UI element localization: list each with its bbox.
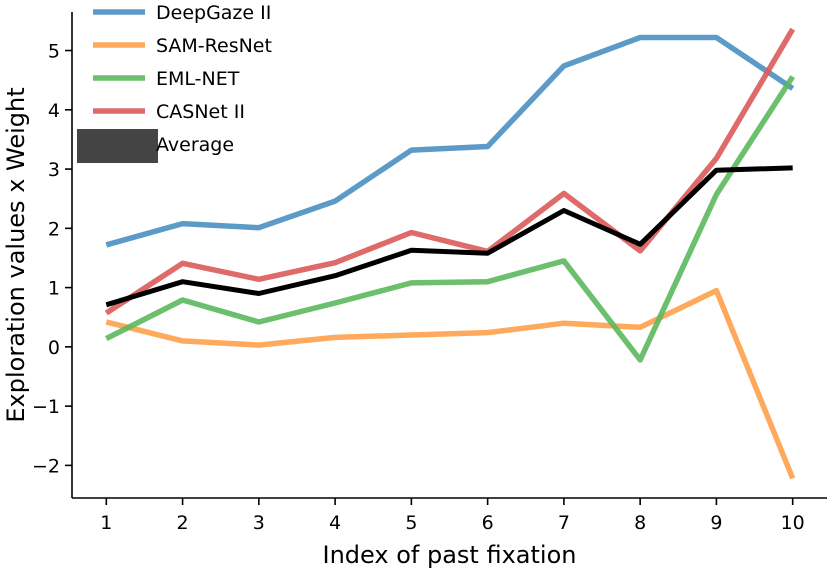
legend-label: DeepGaze II: [156, 2, 271, 24]
x-tick-label: 10: [781, 512, 805, 534]
x-tick-label: 7: [558, 512, 570, 534]
series-layer: [104, 27, 796, 480]
legend-label: Average: [156, 134, 234, 156]
y-tick-label: −2: [32, 455, 60, 477]
y-tick-label: 0: [48, 337, 60, 359]
series-line-eml-net: [105, 75, 796, 363]
legend-label: EML-NET: [156, 68, 240, 90]
x-tick-label: 3: [253, 512, 265, 534]
legend-swatch: [77, 129, 158, 163]
series-line-deepgaze-ii: [105, 34, 795, 248]
x-axis-label: Index of past fixation: [323, 541, 577, 569]
y-tick-label: 2: [48, 218, 60, 240]
x-tick-label: 6: [482, 512, 494, 534]
x-tick-label: 9: [710, 512, 722, 534]
x-ticks: 1 2 3 4 5 6 7 8 9 10: [100, 498, 805, 534]
series-line-average: [105, 165, 793, 308]
x-tick-label: 1: [100, 512, 112, 534]
legend-label: CASNet II: [156, 101, 245, 123]
x-tick-label: 8: [634, 512, 646, 534]
y-tick-label: −1: [32, 396, 60, 418]
y-tick-label: 1: [48, 278, 60, 300]
y-tick-label: 3: [48, 159, 60, 181]
x-tick-label: 2: [177, 512, 189, 534]
x-tick-label: 4: [329, 512, 341, 534]
y-tick-label: 5: [48, 41, 60, 63]
y-axis-label: Exploration values x Weight: [2, 87, 30, 422]
y-ticks: −2 −1 0 1 2 3 4 5: [32, 41, 72, 477]
series-line-sam-resnet: [105, 287, 796, 480]
x-tick-label: 5: [405, 512, 417, 534]
legend-label: SAM-ResNet: [156, 35, 272, 57]
y-tick-label: 4: [48, 100, 60, 122]
legend: DeepGaze II SAM-ResNet EML-NET CASNet II Ave…: [77, 2, 272, 163]
